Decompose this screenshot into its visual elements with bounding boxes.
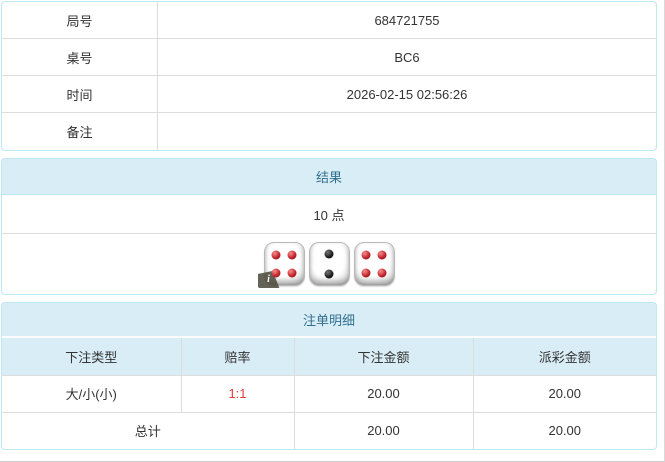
bet-type-cell: 大/小(小): [2, 374, 182, 413]
die-1: i: [257, 242, 305, 288]
die-pip: [287, 268, 297, 278]
remark-value: [158, 113, 656, 150]
info-row-remark: 备注: [2, 113, 656, 150]
table-id-label: 桌号: [2, 39, 158, 75]
col-payout-amount: 派彩金额: [472, 338, 656, 376]
die-pip: [361, 250, 371, 260]
round-id-label: 局号: [2, 2, 158, 38]
die-2: [308, 242, 350, 286]
die-3: [353, 242, 395, 286]
result-points: 10 点: [2, 195, 656, 234]
info-row-table-id: 桌号 BC6: [2, 39, 656, 76]
total-bet-cell: 20.00: [293, 411, 474, 449]
table-id-value: BC6: [394, 49, 420, 65]
die-pip: [377, 268, 387, 278]
bet-amount-cell: 20.00: [293, 374, 474, 413]
info-row-time: 时间 2026-02-15 02:56:26: [2, 76, 656, 113]
bets-table: 下注类型 赔率 下注金额 派彩金额 大/小(小) 1:1 20.00 20.00…: [2, 338, 656, 449]
dice-row: i: [2, 234, 656, 294]
col-odds: 赔率: [180, 338, 295, 376]
die-pip: [271, 268, 281, 278]
die-pip: [361, 268, 371, 278]
remark-label: 备注: [2, 113, 158, 150]
bet-payout-cell: 20.00: [472, 374, 656, 413]
die-pip: [324, 249, 334, 259]
total-payout-cell: 20.00: [472, 411, 656, 449]
bet-odds-cell: 1:1: [180, 374, 295, 413]
die-pip: [287, 250, 297, 260]
bets-header-row: 下注类型 赔率 下注金额 派彩金额: [2, 338, 656, 376]
bet-row: 大/小(小) 1:1 20.00 20.00: [2, 374, 656, 413]
time-label: 时间: [2, 76, 158, 112]
result-panel: 结果 10 点 i: [1, 158, 657, 295]
die-pip: [324, 269, 334, 279]
info-row-round-id: 局号 684721755: [2, 2, 656, 39]
col-bet-amount: 下注金额: [293, 338, 474, 376]
bets-heading: 注单明细: [2, 303, 656, 338]
bets-panel: 注单明细 下注类型 赔率 下注金额 派彩金额 大/小(小) 1:1 20.00 …: [1, 302, 657, 450]
die-pip: [271, 250, 281, 260]
die-pip: [377, 250, 387, 260]
total-row: 总计 20.00 20.00: [2, 411, 656, 449]
round-info-panel: 局号 684721755 桌号 BC6 时间 2026-02-15 02:56:…: [1, 1, 657, 151]
total-label-cell: 总计: [2, 411, 295, 449]
round-id-value: 684721755: [374, 12, 440, 28]
result-heading: 结果: [2, 159, 656, 195]
col-bet-type: 下注类型: [2, 338, 182, 376]
time-value: 2026-02-15 02:56:26: [346, 86, 468, 102]
